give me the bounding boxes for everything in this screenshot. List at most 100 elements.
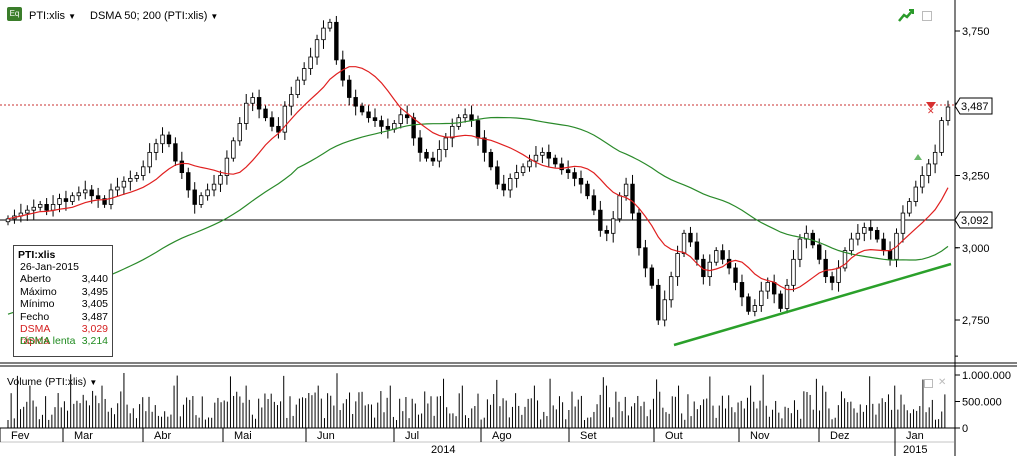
candle	[482, 130, 487, 162]
candle	[295, 76, 300, 99]
candle-body	[244, 102, 249, 124]
info-value: 3,440	[81, 273, 108, 286]
candle	[462, 108, 468, 123]
candle-body	[192, 189, 197, 205]
close-icon[interactable]: ✕	[938, 377, 947, 388]
chevron-down-icon: ▼	[68, 12, 76, 21]
candle-body	[862, 227, 867, 234]
candle	[385, 118, 391, 139]
candle-body	[205, 189, 210, 197]
chart-toolbar: Eq PTI:xlis ▼ DSMA 50; 200 (PTI:xlis) ▼	[0, 0, 955, 24]
year-label: 2014	[431, 444, 455, 456]
candle-body	[462, 114, 468, 119]
candle	[83, 180, 88, 200]
candle-body	[83, 189, 88, 194]
candle-body	[572, 172, 577, 179]
info-value: 3,214	[81, 335, 108, 348]
restore-window-icon[interactable]	[922, 11, 932, 21]
month-label: Set	[580, 430, 597, 442]
candle	[417, 130, 423, 162]
candle	[218, 170, 223, 192]
candle-body	[746, 296, 751, 312]
candle	[752, 299, 758, 317]
candle	[829, 271, 835, 291]
candle-body	[829, 276, 835, 283]
candle	[141, 160, 146, 181]
info-row: Máximo 3,495	[14, 286, 112, 298]
candle-body	[765, 282, 770, 292]
candle-body	[668, 276, 674, 301]
candle	[211, 174, 217, 197]
candle-body	[308, 56, 313, 69]
candle-body	[559, 163, 564, 171]
candle	[784, 278, 790, 314]
candle-body	[437, 149, 442, 162]
candle	[907, 198, 912, 217]
candle	[128, 170, 133, 191]
candle	[301, 62, 307, 86]
candle	[231, 137, 236, 162]
candle-body	[694, 241, 700, 260]
hline-value: 3,092	[961, 215, 989, 227]
candle	[250, 92, 255, 112]
candle-body	[134, 175, 139, 179]
candle	[932, 144, 938, 174]
candle-body	[70, 195, 75, 202]
candle-body	[810, 232, 815, 246]
candle-body	[282, 105, 288, 133]
trend-icon[interactable]	[898, 8, 914, 22]
candle	[495, 160, 500, 190]
candle-body	[128, 177, 133, 182]
info-label: Aberto	[20, 273, 51, 286]
price-tick-label: 3,750	[962, 26, 990, 38]
volume-selector[interactable]: Volume (PTI:xlis) ▼	[7, 376, 97, 388]
candle-body	[347, 79, 352, 98]
candle-body	[289, 94, 294, 107]
candle	[514, 164, 519, 188]
candle	[31, 199, 36, 220]
candle	[746, 293, 751, 315]
candle	[50, 195, 56, 217]
candle-body	[565, 169, 571, 174]
candle-body	[186, 172, 191, 191]
candle-body	[353, 97, 358, 107]
info-value: 3,029	[81, 322, 108, 335]
candle-body	[211, 183, 217, 191]
candle	[553, 154, 558, 168]
candle	[874, 226, 880, 243]
candle-body	[57, 198, 62, 205]
candle-body	[656, 284, 661, 321]
candle-body	[314, 39, 320, 58]
candle-body	[256, 97, 262, 110]
candle-body	[939, 120, 944, 153]
month-label: Out	[665, 430, 683, 442]
candle-body	[231, 140, 236, 159]
candle	[694, 232, 700, 266]
candle	[392, 120, 397, 133]
candle-body	[920, 175, 925, 188]
restore-window-icon[interactable]	[924, 379, 933, 388]
candle	[37, 200, 43, 211]
candle-body	[913, 186, 919, 202]
month-label: Jun	[317, 430, 335, 442]
candle	[205, 183, 210, 201]
candle	[153, 138, 159, 161]
candle-body	[759, 290, 764, 306]
candle	[269, 111, 275, 132]
info-box-date-row: 26-Jan-2015	[14, 261, 112, 273]
candle-body	[553, 157, 558, 165]
symbol-selector[interactable]: PTI:xlis ▼	[29, 10, 76, 22]
candle-body	[507, 177, 513, 191]
candle-body	[791, 258, 796, 286]
info-value: 3,487	[81, 310, 108, 323]
candle	[166, 131, 172, 148]
candle	[430, 151, 436, 166]
indicator-selector[interactable]: DSMA 50; 200 (PTI:xlis) ▼	[90, 10, 218, 22]
candle-body	[430, 157, 436, 162]
candle-body	[578, 177, 584, 185]
candle-body	[89, 189, 94, 197]
candle	[759, 281, 764, 312]
candle-body	[514, 172, 519, 179]
candle-body	[842, 250, 848, 269]
candle	[224, 150, 230, 185]
